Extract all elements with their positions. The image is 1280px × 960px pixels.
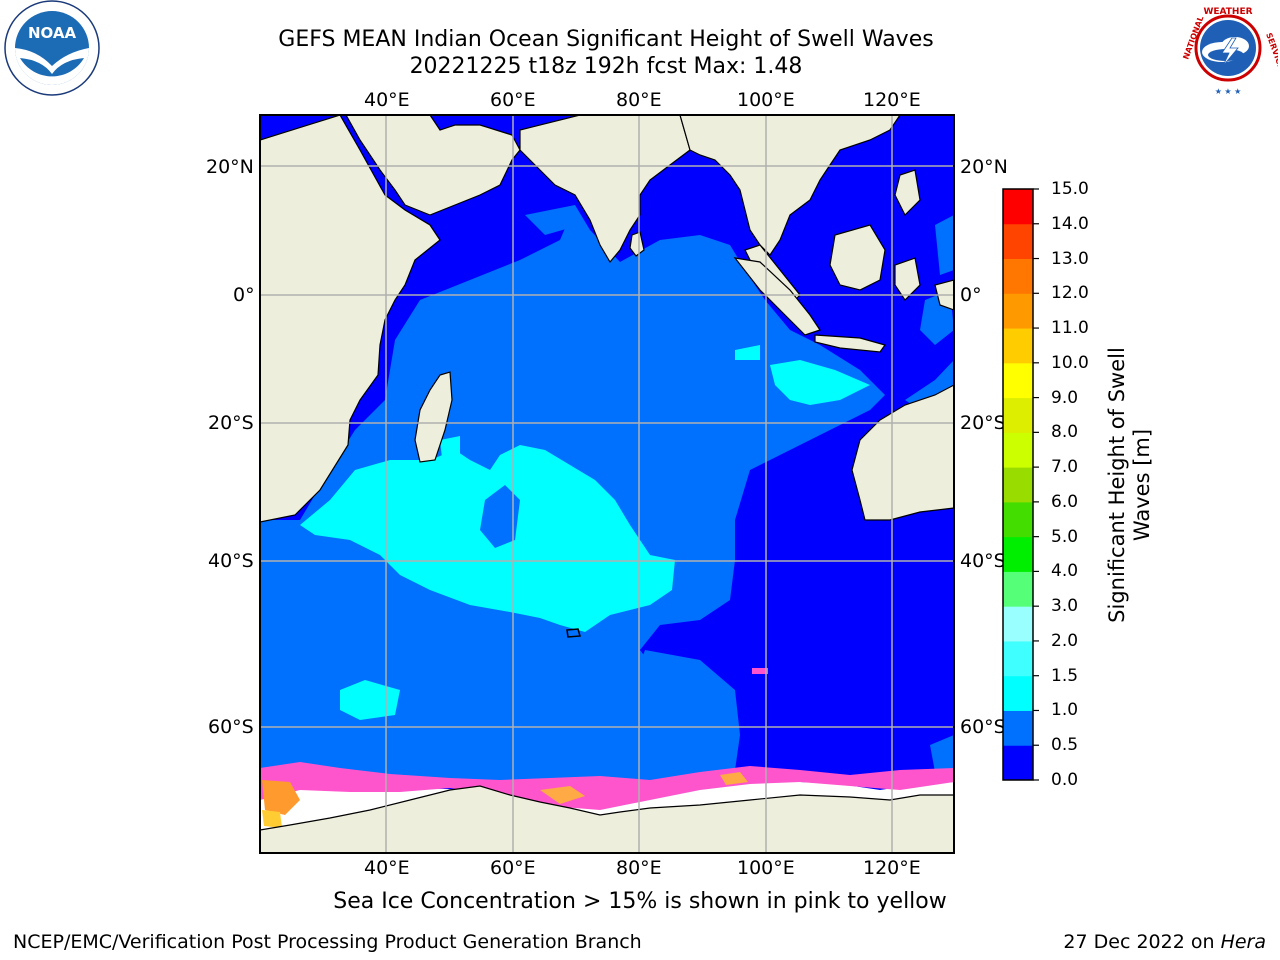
colorbar-label: 9.0: [1051, 387, 1079, 408]
land-sumatra: [733, 257, 821, 336]
colorbar-label: 10.0: [1051, 352, 1089, 373]
colorbar-label: 14.0: [1051, 213, 1089, 234]
footer-date-text: 27 Dec 2022: [1063, 931, 1185, 953]
colorbar-label: 0.5: [1051, 735, 1079, 756]
lat-tick-left-20s: 20°S: [208, 412, 254, 434]
colorbar-label: 8.0: [1051, 422, 1079, 443]
lon-tick-bottom-120e: 120°E: [863, 857, 921, 879]
land-africa-arabia: [260, 115, 521, 216]
colorbar-label: 13.0: [1051, 248, 1089, 269]
svg-text:★ ★ ★: ★ ★ ★: [1215, 87, 1242, 96]
colorbar-title: Significant Height of Swell Waves [m]: [1105, 325, 1155, 645]
land-antarctica: [260, 785, 954, 853]
lon-tick-top-80e: 80°E: [616, 89, 662, 111]
grid-lines: [260, 115, 954, 853]
lon-tick-top-60e: 60°E: [490, 89, 536, 111]
lat-tick-left-60s: 60°S: [208, 716, 254, 738]
lon-tick-bottom-80e: 80°E: [616, 857, 662, 879]
footer-branch: NCEP/EMC/Verification Post Processing Pr…: [13, 931, 642, 953]
chart-subtitle: 20221225 t18z 192h fcst Max: 1.48: [409, 54, 803, 79]
colorbar-label: 7.0: [1051, 457, 1079, 478]
colorbar-label: 15.0: [1051, 179, 1089, 199]
land-australia: [851, 384, 954, 521]
lat-tick-right-0: 0°: [960, 284, 982, 306]
noaa-logo: NOAA: [2, 0, 102, 100]
colorbar-label: 11.0: [1051, 318, 1089, 339]
chart-title: GEFS MEAN Indian Ocean Significant Heigh…: [278, 27, 934, 52]
footer-host: Hera: [1220, 931, 1266, 953]
lat-tick-left-20n: 20°N: [206, 156, 254, 178]
colorbar-label: 0.0: [1051, 770, 1079, 790]
lat-tick-right-20s: 20°S: [960, 412, 1006, 434]
land-southeast-asia: [679, 115, 901, 256]
colorbar-title-line2: Waves [m]: [1130, 428, 1154, 542]
land-borneo: [829, 224, 886, 291]
lon-tick-bottom-40e: 40°E: [364, 857, 410, 879]
map-frame: [259, 114, 955, 854]
colorbar-label: 1.0: [1051, 700, 1079, 721]
footer-date: 27 Dec 2022 on Hera: [1063, 931, 1266, 953]
colorbar-label: 12.0: [1051, 283, 1089, 304]
svg-text:WEATHER: WEATHER: [1203, 7, 1252, 17]
colorbar-label: 3.0: [1051, 596, 1079, 617]
colorbar-label: 6.0: [1051, 491, 1079, 512]
lon-tick-top-100e: 100°E: [737, 89, 795, 111]
lon-tick-top-40e: 40°E: [364, 89, 410, 111]
noaa-logo-text: NOAA: [28, 24, 77, 42]
land-madagascar: [414, 371, 453, 463]
colorbar-label: 5.0: [1051, 526, 1079, 547]
footer-on: on: [1184, 931, 1221, 953]
colorbar-label: 2.0: [1051, 630, 1079, 651]
colorbar-label: 1.5: [1051, 665, 1079, 686]
lon-tick-bottom-100e: 100°E: [737, 857, 795, 879]
lat-tick-right-20n: 20°N: [960, 156, 1008, 178]
colorbar-label: 4.0: [1051, 561, 1079, 582]
lat-tick-right-60s: 60°S: [960, 716, 1006, 738]
lat-tick-left-0: 0°: [233, 284, 255, 306]
lat-tick-left-40s: 40°S: [208, 550, 254, 572]
colorbar-title-line1: Significant Height of Swell: [1105, 347, 1129, 623]
nws-logo: WEATHER NATIONAL SERVICE ★ ★ ★: [1178, 0, 1280, 100]
lon-tick-top-120e: 120°E: [863, 89, 921, 111]
lat-tick-right-40s: 40°S: [960, 550, 1006, 572]
lon-tick-bottom-60e: 60°E: [490, 857, 536, 879]
sea-ice-caption: Sea Ice Concentration > 15% is shown in …: [333, 889, 947, 914]
sea-ice-band: [260, 762, 954, 810]
